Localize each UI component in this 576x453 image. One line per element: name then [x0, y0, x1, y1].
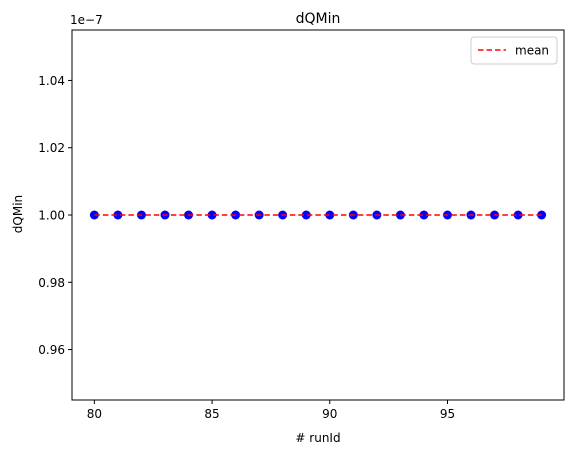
x-tick-label: 95	[440, 407, 455, 421]
x-axis-label: # runId	[295, 431, 340, 445]
data-point	[325, 210, 335, 220]
plot-frame	[71, 29, 565, 401]
chart-title: dQMin	[296, 11, 341, 27]
data-point	[207, 210, 217, 220]
data-point	[113, 210, 123, 220]
y-axis-label: dQMin	[11, 195, 25, 233]
x-tick-label: 85	[204, 407, 219, 421]
data-point	[513, 210, 523, 220]
y-offset-label: 1e−7	[70, 13, 103, 27]
legend: mean	[470, 36, 558, 65]
data-point	[301, 210, 311, 220]
y-tick-label: 0.96	[38, 343, 65, 357]
y-tick-label: 1.00	[38, 209, 65, 223]
x-tick-label: 80	[87, 407, 102, 421]
y-tick-label: 0.98	[38, 276, 65, 290]
data-point	[419, 210, 429, 220]
x-tick-label: 90	[322, 407, 337, 421]
legend-box	[470, 36, 558, 65]
y-tick-label: 1.04	[38, 74, 65, 88]
y-tick-label: 1.02	[38, 141, 65, 155]
legend-mean-label: mean	[515, 44, 549, 58]
